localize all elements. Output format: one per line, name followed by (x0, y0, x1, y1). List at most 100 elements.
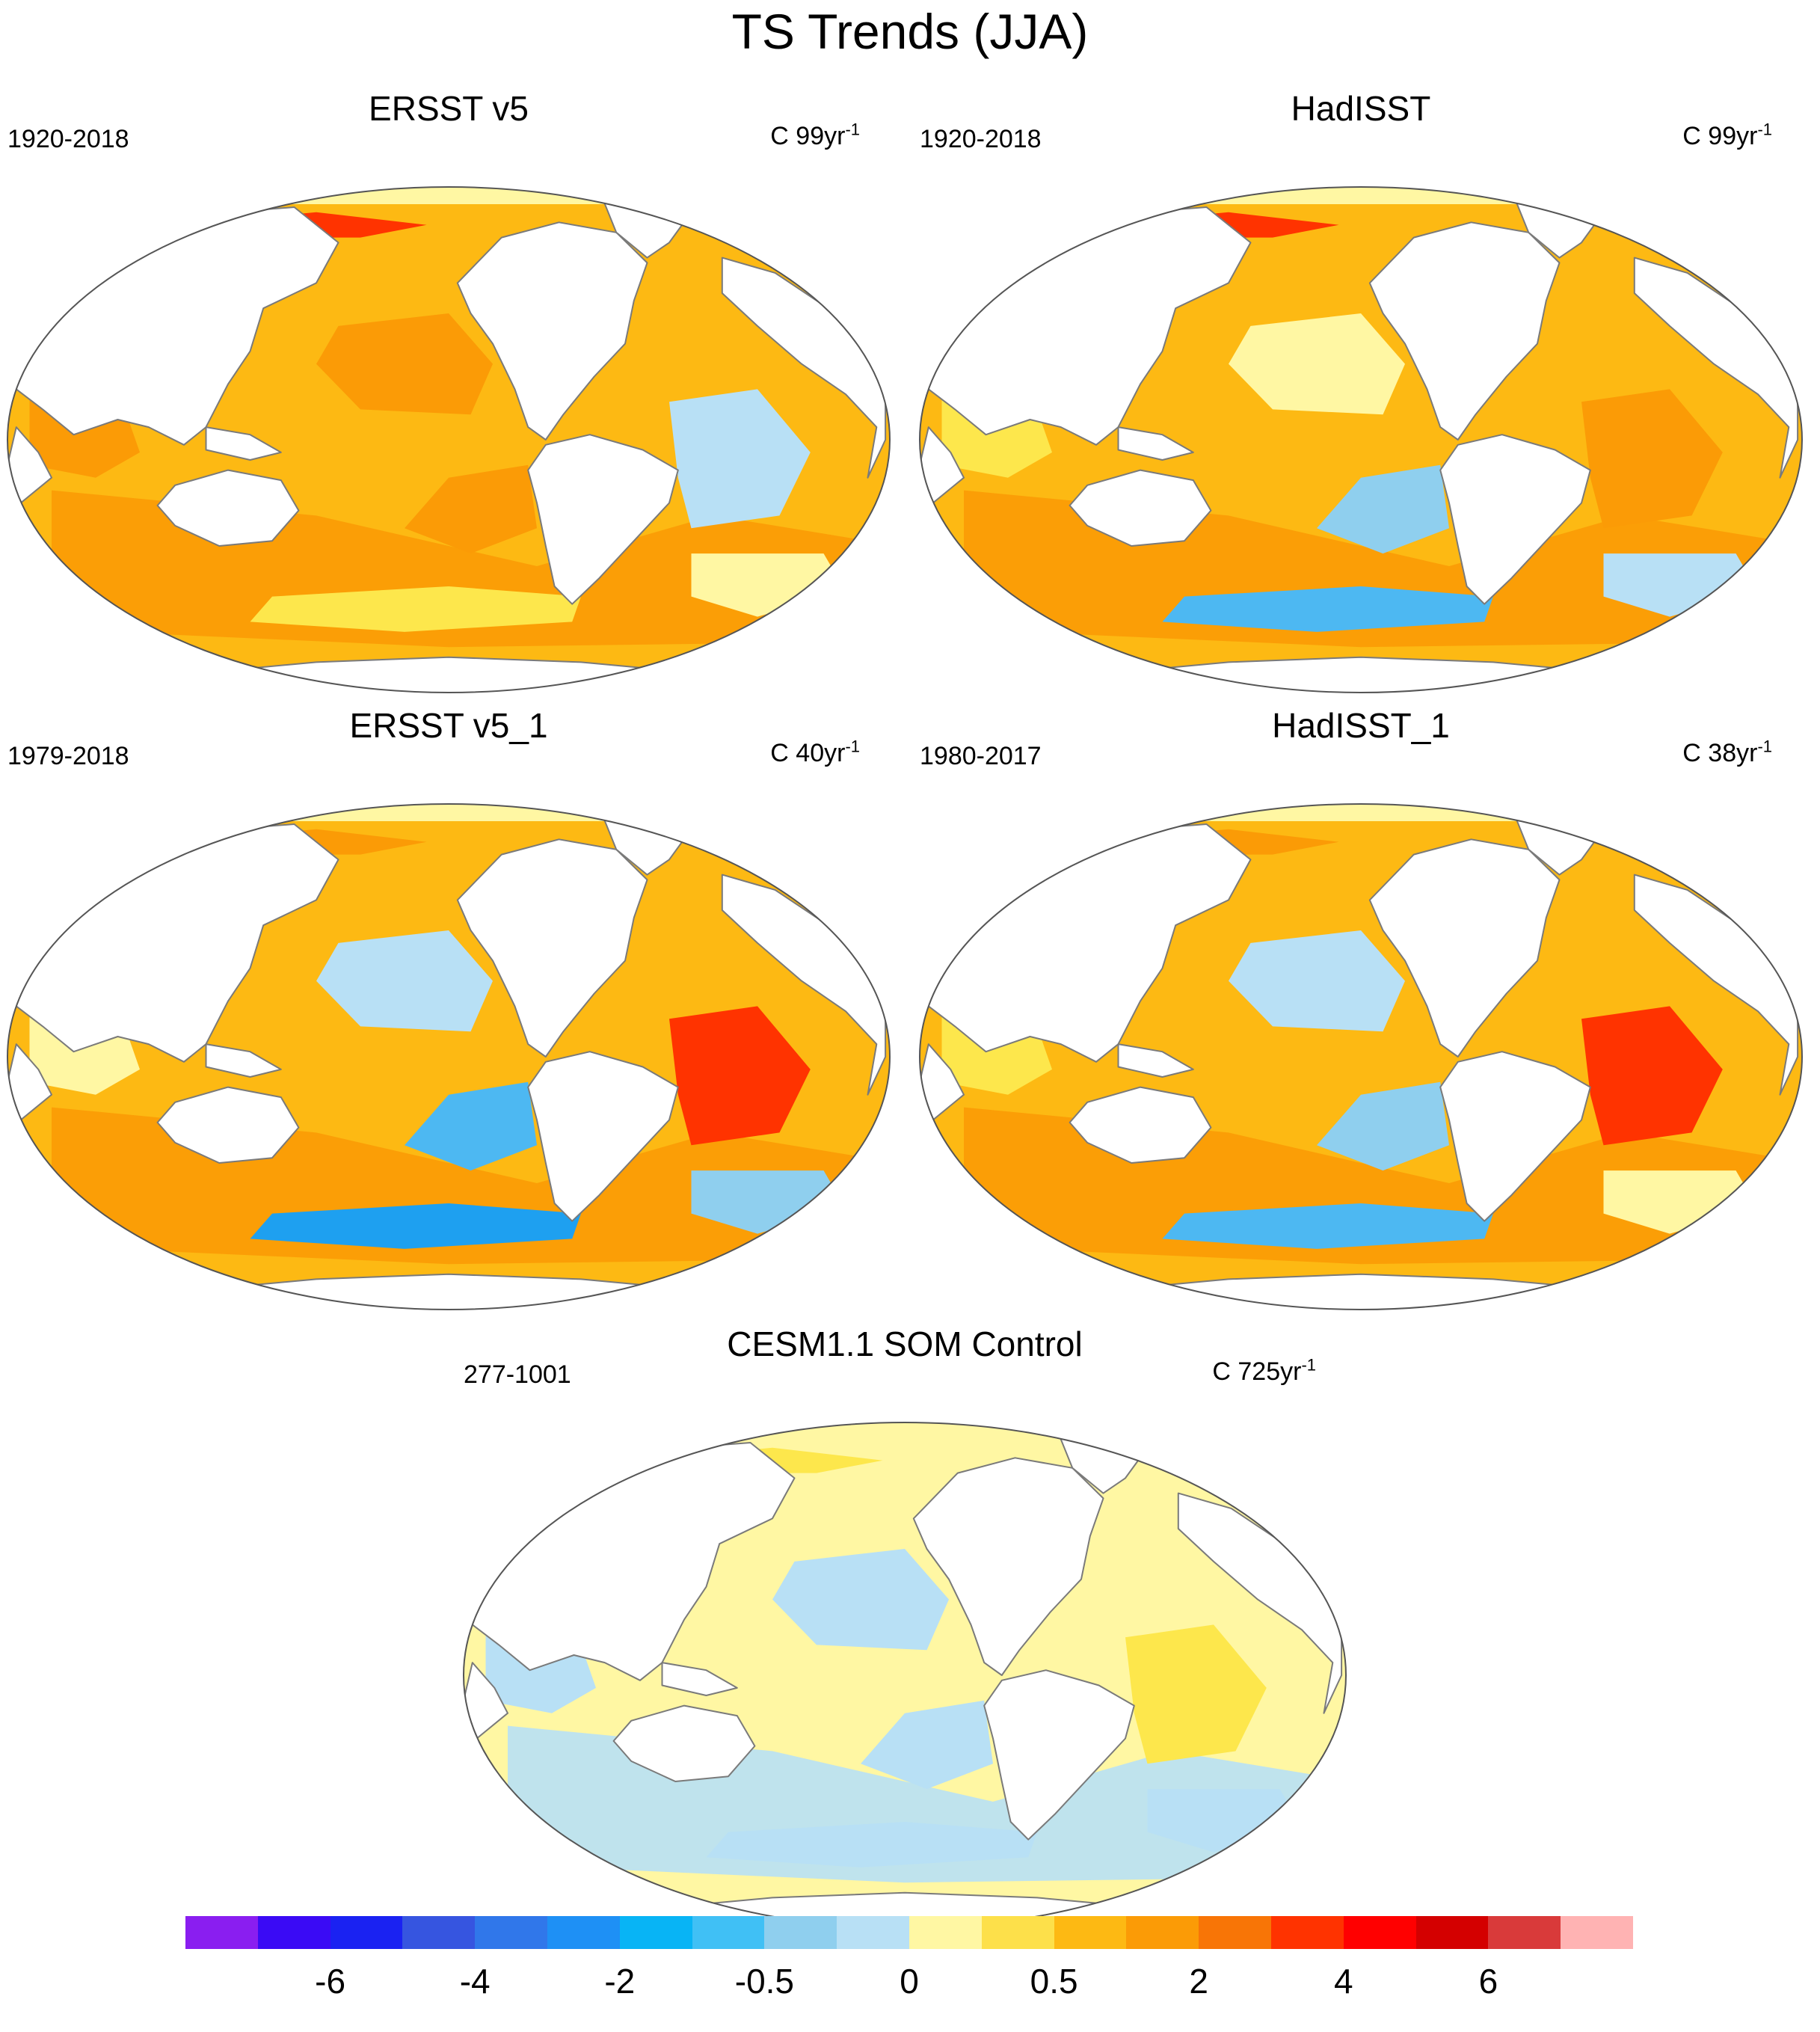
colorbar-swatch (981, 1916, 1055, 1949)
colorbar-swatch (185, 1916, 259, 1949)
trend-units-label: C 99yr-1 (1682, 120, 1772, 150)
colorbar-swatch (692, 1916, 765, 1949)
map-panel-hadisst-1: HadISST_1 1980-2017 C 38yr-1 (912, 705, 1810, 1319)
land-australia (156, 469, 300, 547)
trend-patch (861, 1700, 993, 1790)
trend-patch (772, 1549, 949, 1651)
trend-patch (316, 930, 493, 1032)
land-south-america (527, 1051, 679, 1222)
colorbar-tick-label: 6 (1478, 1962, 1498, 2001)
colorbar-tick-label: 4 (1334, 1962, 1353, 2001)
land-north-america (912, 1457, 1104, 1676)
land-north-america (1368, 221, 1561, 441)
figure-title: TS Trends (JJA) (731, 4, 1089, 59)
trend-patch (669, 1006, 811, 1146)
world-map (919, 803, 1803, 1310)
colorbar-tick-label: -4 (459, 1962, 491, 2001)
colorbar-swatch (1488, 1916, 1561, 1949)
trend-patch (250, 586, 581, 632)
time-period-label: 1920-2018 (920, 125, 1042, 153)
panel-title: ERSST v5_1 (349, 706, 548, 745)
land-south-america (1439, 1051, 1591, 1222)
colorbar-swatch (837, 1916, 910, 1949)
land-maritime-continent (1117, 1043, 1194, 1078)
colorbar-swatch (475, 1916, 548, 1949)
panel-title: HadISST (1291, 89, 1431, 128)
trend-units-label: C 38yr-1 (1682, 737, 1772, 767)
trend-units-label: C 725yr-1 (1212, 1355, 1316, 1386)
map-panel-hadisst: HadISST 1920-2018 C 99yr-1 (912, 88, 1810, 702)
land-maritime-continent (1117, 426, 1194, 461)
trend-patch (1581, 1006, 1723, 1146)
map-outline (7, 803, 891, 1310)
trend-patch (405, 1081, 537, 1171)
colorbar-swatch (909, 1916, 983, 1949)
colorbar-swatch (1343, 1916, 1417, 1949)
colorbar-swatch (330, 1916, 403, 1949)
time-period-label: 1920-2018 (7, 125, 129, 153)
trend-patch (250, 1203, 581, 1249)
land-australia (156, 1086, 300, 1164)
trend-patch (706, 1822, 1037, 1867)
map-outline (919, 186, 1803, 693)
map-field (7, 804, 890, 1310)
land-maritime-continent (661, 1662, 738, 1696)
world-map (7, 186, 891, 693)
land-australia (1069, 1086, 1212, 1164)
land-north-america (456, 221, 648, 441)
land-north-america (1368, 838, 1561, 1058)
colorbar (185, 1916, 1634, 1949)
colorbar-swatch (1561, 1916, 1634, 1949)
land-australia (1069, 469, 1212, 547)
land-south-america (983, 1669, 1135, 1841)
panel-title: CESM1.1 SOM Control (727, 1325, 1083, 1363)
trend-units-label: C 99yr-1 (770, 120, 860, 150)
time-period-label: 1979-2018 (7, 742, 129, 770)
colorbar-swatch (1054, 1916, 1127, 1949)
land-australia (612, 1704, 756, 1782)
trend-units-label: C 40yr-1 (770, 737, 860, 767)
trend-patch (1317, 1081, 1449, 1171)
land-maritime-continent (205, 426, 282, 461)
land-north-america (456, 838, 648, 1058)
trend-patch (316, 313, 493, 415)
time-period-label: 277-1001 (464, 1360, 571, 1389)
map-field (920, 187, 1802, 693)
map-outline (919, 803, 1803, 1310)
colorbar-swatch (1126, 1916, 1199, 1949)
colorbar-tick-label: -6 (315, 1962, 346, 2001)
panel-title: HadISST_1 (1272, 706, 1450, 745)
colorbar-tick-label: 0.5 (1030, 1962, 1078, 2001)
colorbar-swatch (1199, 1916, 1272, 1949)
colorbar-swatch (1271, 1916, 1344, 1949)
colorbar-swatch (764, 1916, 837, 1949)
panel-title: ERSST v5 (369, 89, 529, 128)
colorbar-tick-label: -2 (604, 1962, 636, 2001)
trend-patch (405, 464, 537, 554)
land-maritime-continent (205, 1043, 282, 1078)
colorbar-swatch (257, 1916, 331, 1949)
trend-patch (1581, 389, 1723, 529)
colorbar-tick-label: 0 (900, 1962, 919, 2001)
map-field (464, 1422, 1346, 1928)
map-panel-cesm-som-control: CESM1.1 SOM Control 277-1001 C 725yr-1 (456, 1324, 1353, 1937)
map-panel-ersst-v5-1: ERSST v5_1 1979-2018 C 40yr-1 (0, 705, 897, 1319)
trend-patch (1125, 1624, 1267, 1764)
trend-patch (1317, 464, 1449, 554)
colorbar-swatch (402, 1916, 476, 1949)
trend-patch (1229, 313, 1405, 415)
world-map (463, 1422, 1347, 1929)
time-period-label: 1980-2017 (920, 742, 1042, 770)
map-field (7, 187, 890, 693)
colorbar-tick-label: -0.5 (734, 1962, 795, 2001)
trend-patch (1162, 1203, 1493, 1249)
land-south-america (1439, 434, 1591, 605)
map-field (920, 804, 1802, 1310)
colorbar-swatch (547, 1916, 621, 1949)
map-outline (7, 186, 891, 693)
land-south-america (527, 434, 679, 605)
world-map (919, 186, 1803, 693)
trend-patch (1229, 930, 1405, 1032)
colorbar-tick-label: 2 (1189, 1962, 1208, 2001)
